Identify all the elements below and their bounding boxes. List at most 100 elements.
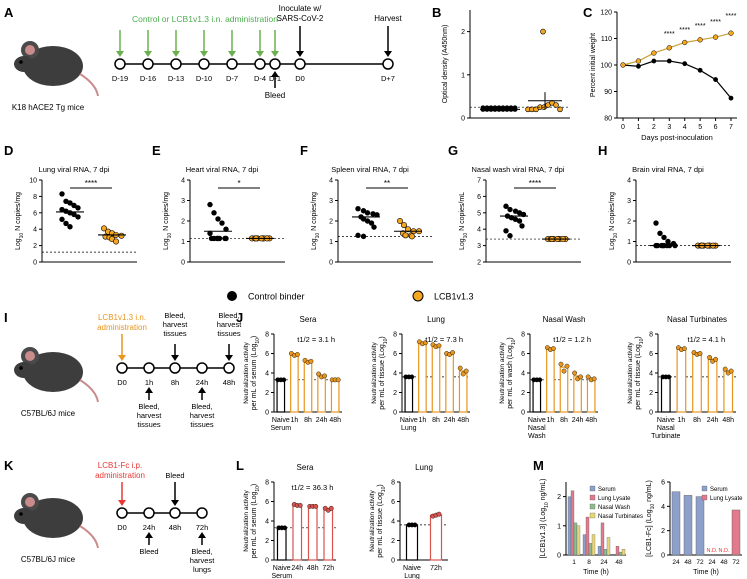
label-part: ) [379,336,386,338]
panel-g-y-tick-label: 4 [477,227,481,234]
panel-c-x-label: Days post-inoculation [641,133,713,142]
panel-f-letter: F [300,143,308,158]
panel-m1-bar [570,490,575,556]
panel-m2-x-tick-label: 48 [720,559,728,566]
panel-m1-legend-swatch [589,512,596,519]
panel-j1-category-label: 48h [329,417,341,424]
panel-e-y-label: Log10 N copies/mg [163,192,173,250]
panel-f-data-point [404,226,411,233]
panel-j3-y-tick-label: 8 [521,332,525,339]
panel-j2-bar [445,352,454,413]
panel-j3-replicate-point [551,346,556,352]
panel-m1-bar [585,516,590,556]
panel-m2-x-tick-label: 48 [684,559,692,566]
panel-k-treatment-line1: LCB1-Fc i.p. [98,461,142,470]
panel-j4-y-tick-label: 0 [649,410,653,417]
panel-j1-bar [317,375,326,413]
panel-j3-y-tick-label: 0 [521,410,525,417]
label-subscript: 10 [255,338,261,344]
timeline-k-bleed-below: Bleed [139,547,158,556]
timeline-a-day-label: D+7 [381,74,395,83]
green-arrow-head [144,51,152,57]
mouse-illustration-a [14,41,99,97]
timeline-a-node [114,58,126,70]
panel-c-data-point [713,77,718,82]
panel-l2-y-tick-label: 8 [391,480,395,487]
panel-j3-category-label: 24h [572,417,584,424]
panel-m2-x-tick-label: 72 [732,559,740,566]
legend-lcb-label: LCB1v1.3 [434,292,474,302]
panel-j-lung-chart: Lung 0 2 4 6 8 Neutralization activity per mL o… [371,315,470,432]
label-part: per mL of serum (Log [251,344,258,411]
panel-e-data-point [207,201,213,208]
panel-j2-replicate-point [422,340,428,346]
panel-j3-category-label: 48h [585,417,597,424]
panel-g-y-tick-label: 7 [477,178,481,185]
panel-d-data-point [63,220,69,227]
panel-m2-nd-label: N.D. [707,548,718,554]
panel-a-inoculate-line2: SARS-CoV-2 [277,14,324,23]
panel-l-letter: L [236,458,244,473]
panel-m2-legend-label: Serum [710,487,728,493]
label-part: Log [459,238,466,250]
label-subscript: 10 [463,233,469,239]
panel-g-letter: G [448,143,458,158]
label-subscript: 10 [650,504,656,510]
panel-j1-bar [330,379,340,413]
panel-a-inoculate-line1: Inoculate w/ [279,4,322,13]
panel-j3-half-life: t1/2 = 1.2 h [553,335,591,344]
panel-f-y-tick-label: 3 [329,198,333,205]
panel-e-data-point [223,235,229,242]
panel-l1-category-label: 72h [322,565,334,572]
panel-d-y-tick-label: 4 [33,227,37,234]
panel-b-letter: B [432,5,441,20]
panel-i-timeline: D0 1h 8h 24h 48hBleed,harvesttissuesBleed,ha… [116,311,243,429]
label-part: N copies/mg [163,192,170,233]
panel-e-data-point [219,220,225,226]
panel-e-data-point [215,235,221,242]
panel-a-schematic: A K18 hACE2 Tg mice Control or LCB1v1.3 … [4,4,403,112]
label-part: Log [163,238,170,250]
label-part: per mL of tissue (Log [635,344,642,410]
legend: Control binder LCB1v1.3 [227,290,474,302]
timeline-i-time-label: 8h [171,378,179,387]
panel-j-sera-chart: Sera 0 2 4 6 8 Neutralization activity per mL o… [243,315,342,432]
panel-j4-replicate-point [666,374,672,380]
panel-j2-category-label: Naive Lung [400,417,418,432]
timeline-i-above-label: harvest [217,320,243,329]
panel-d-data-point [71,202,77,209]
panel-e-sig-label: * [237,179,240,188]
label-part: [LCB1-Fc] (Log [646,509,653,557]
label-part: Log [311,238,318,250]
green-arrow-head [228,51,236,57]
panel-f-y-tick-label: 4 [329,178,333,185]
panel-k-treatment-line2: administration [95,471,145,480]
panel-c-data-point [635,58,642,64]
panel-j2-half-life: t1/2 = 7.3 h [425,335,463,344]
panel-j1-replicate-point [316,371,321,377]
panel-j1-y-tick-label: 8 [265,332,269,339]
panel-m2-nd-label: N.D. [719,548,730,554]
panel-g-data-point [503,228,509,234]
panel-j3-title: Nasal Wash [543,315,586,324]
label-subscript: 10 [315,233,321,239]
panel-b-y-tick-label: 1 [461,72,465,79]
panel-m1-bar [567,496,572,556]
category-label-line: Lung [404,573,420,579]
category-label-line: Naive [273,565,291,572]
panel-c-x-tick-label: 4 [683,124,687,131]
panel-e-letter: E [152,143,161,158]
panel-j3-replicate-point [572,370,577,376]
timeline-k-node [116,507,128,519]
black-arrow-head [296,51,304,57]
panel-c-x-tick-label: 3 [667,124,671,131]
panel-f-data-point [374,212,380,218]
label-part: [LCB1v1.3] (Log [540,508,547,559]
panel-j3-y-label2: per mL of wash (Log10) [507,337,517,408]
panel-m1-y-tick-label: 0 [557,553,561,560]
panel-d-data-point [59,191,65,197]
panel-f-title: Spleen viral RNA, 7 dpi [331,165,409,174]
panel-j2-replicate-point [409,374,415,380]
